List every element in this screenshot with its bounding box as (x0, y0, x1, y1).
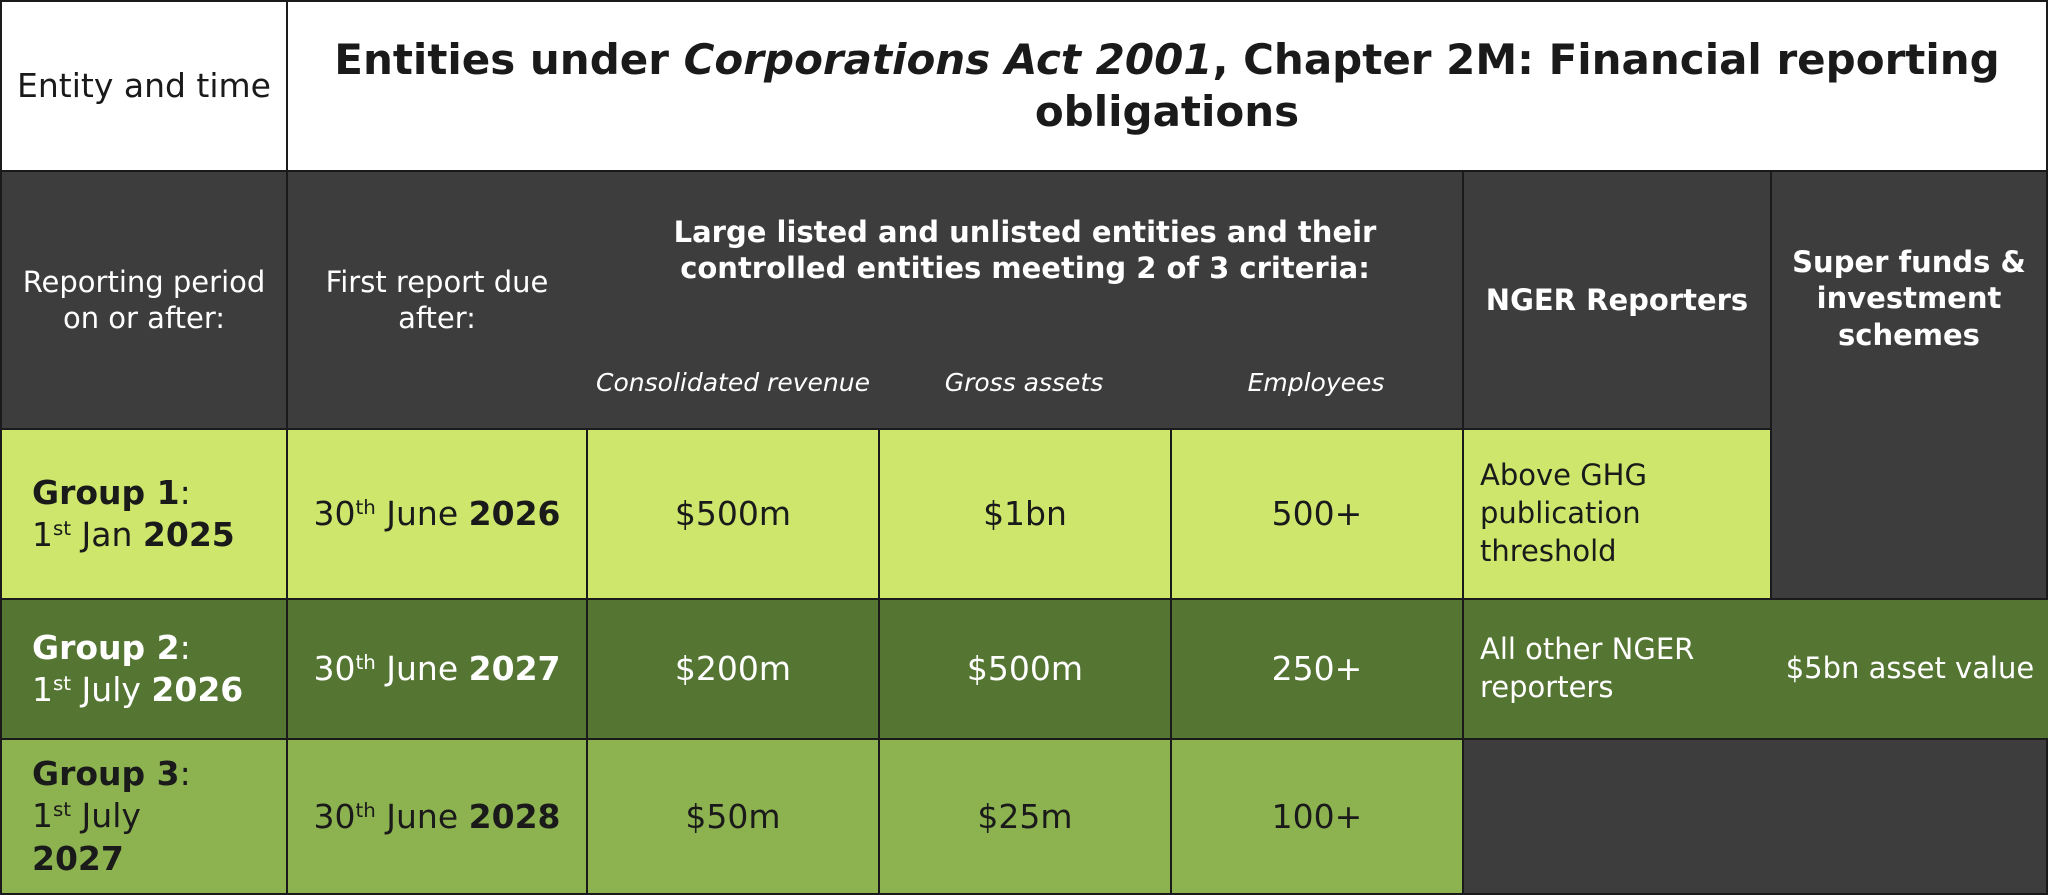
group-3-due-day: 30 (313, 796, 356, 836)
group-1-name: Group 1 (32, 472, 180, 512)
header-consolidated-revenue-text: Consolidated revenue (596, 368, 870, 398)
header-nger: NGER Reporters (1462, 170, 1772, 430)
title-prefix: Entities under (334, 34, 684, 84)
group-2-revenue: $200m (586, 598, 880, 740)
header-consolidated-revenue: Consolidated revenue (588, 346, 878, 420)
group-2-ordinal: st (53, 672, 72, 696)
group-1-assets: $1bn (878, 428, 1172, 600)
group-3-employees-value: 100+ (1271, 796, 1363, 836)
group-3-due-year: 2028 (468, 796, 561, 836)
group-3-year: 2027 (32, 838, 124, 878)
group-2-period: Group 2: 1st July 2026 (0, 598, 288, 740)
header-super-funds-text: Super funds & investment schemes (1792, 245, 2026, 352)
group-2-assets: $500m (878, 598, 1172, 740)
group-3-due-ordinal: th (355, 799, 376, 822)
group-3-assets: $25m (878, 738, 1172, 895)
group-1-year: 2025 (142, 515, 235, 554)
group-2-year: 2026 (151, 670, 244, 709)
header-reporting-period: Reporting period on or after: (0, 170, 288, 430)
group-1-nger-text: Above GHG publication threshold (1480, 458, 1647, 568)
group-3-employees: 100+ (1170, 738, 1464, 895)
group-1-month: Jan (71, 515, 143, 554)
header-nger-text: NGER Reporters (1485, 282, 1749, 317)
title-act-name: Corporations Act 2001 (683, 34, 1213, 84)
group-3-first-report: 30th June 2028 (286, 738, 588, 895)
group-1-employees: 500+ (1170, 428, 1464, 600)
group-2-employees-value: 250+ (1271, 649, 1363, 689)
group-1-assets-value: $1bn (983, 494, 1067, 534)
group-1-ordinal: st (53, 517, 72, 541)
header-large-entities-label: Large listed and unlisted entities and t… (620, 210, 1430, 290)
header-gross-assets-text: Gross assets (944, 368, 1104, 398)
group-2-due-day: 30 (313, 649, 356, 689)
group-3-ordinal: st (53, 798, 72, 822)
header-gross-assets: Gross assets (878, 346, 1170, 420)
group-2-assets-value: $500m (966, 649, 1084, 689)
group-3-month: July (71, 796, 141, 836)
header-first-report-text: First report due after: (325, 264, 549, 335)
group-1-due-ordinal: th (355, 496, 376, 520)
group-2-super: $5bn asset value (1772, 600, 2048, 738)
header-employees-text: Employees (1247, 368, 1385, 398)
group-2-due-year: 2027 (468, 649, 561, 689)
header-super-funds: Super funds & investment schemes (1770, 170, 2048, 600)
group-1-revenue: $500m (586, 428, 880, 600)
group-3-empty-cell (1462, 738, 2048, 895)
group-1-due-month: June (375, 494, 469, 534)
group-1-nger: Above GHG publication threshold (1462, 428, 1772, 600)
table-title: Entities under Corporations Act 2001, Ch… (286, 0, 2048, 172)
group-1-due-year: 2026 (468, 494, 561, 534)
group-3-due-month: June (375, 796, 469, 836)
group-2-employees: 250+ (1170, 598, 1464, 740)
group-2-colon: : (179, 627, 191, 667)
group-1-period: Group 1: 1st Jan 2025 (0, 428, 288, 600)
group-3-revenue: $50m (586, 738, 880, 895)
header-employees: Employees (1170, 346, 1462, 420)
group-2-due-ordinal: th (355, 651, 376, 675)
group-1-day: 1 (32, 515, 53, 554)
group-3-day: 1 (32, 796, 53, 836)
group-2-revenue-value: $200m (674, 649, 792, 689)
group-2-nger-text: All other NGER reporters (1480, 632, 1695, 704)
group-2-month: July (71, 670, 152, 709)
header-reporting-period-text: Reporting period on or after: (22, 264, 266, 335)
corner-label-text: Entity and time (17, 66, 271, 106)
group-2-nger: All other NGER reporters (1464, 600, 2048, 738)
group-2-day: 1 (32, 670, 53, 709)
group-1-revenue-value: $500m (674, 494, 792, 534)
group-2-first-report: 30th June 2027 (286, 598, 588, 740)
group-3-colon: : (179, 754, 191, 794)
group-1-due-day: 30 (313, 494, 356, 534)
header-large-entities-text: Large listed and unlisted entities and t… (673, 214, 1377, 285)
group-2-super-text: $5bn asset value (1785, 651, 2035, 686)
group-2-name: Group 2 (32, 627, 180, 667)
group-3-revenue-value: $50m (685, 796, 781, 836)
group-3-name: Group 3 (32, 754, 180, 794)
group-3-assets-value: $25m (977, 796, 1073, 836)
group-1-employees-value: 500+ (1271, 494, 1363, 534)
title-suffix: , Chapter 2M: Financial reporting obliga… (1034, 34, 2000, 137)
group-2-due-month: June (375, 649, 469, 689)
group-1-colon: : (179, 472, 191, 512)
group-3-period: Group 3: 1st July 2027 (0, 738, 288, 895)
group-1-first-report: 30th June 2026 (286, 428, 588, 600)
header-first-report: First report due after: (286, 170, 588, 430)
corner-label: Entity and time (0, 0, 288, 172)
